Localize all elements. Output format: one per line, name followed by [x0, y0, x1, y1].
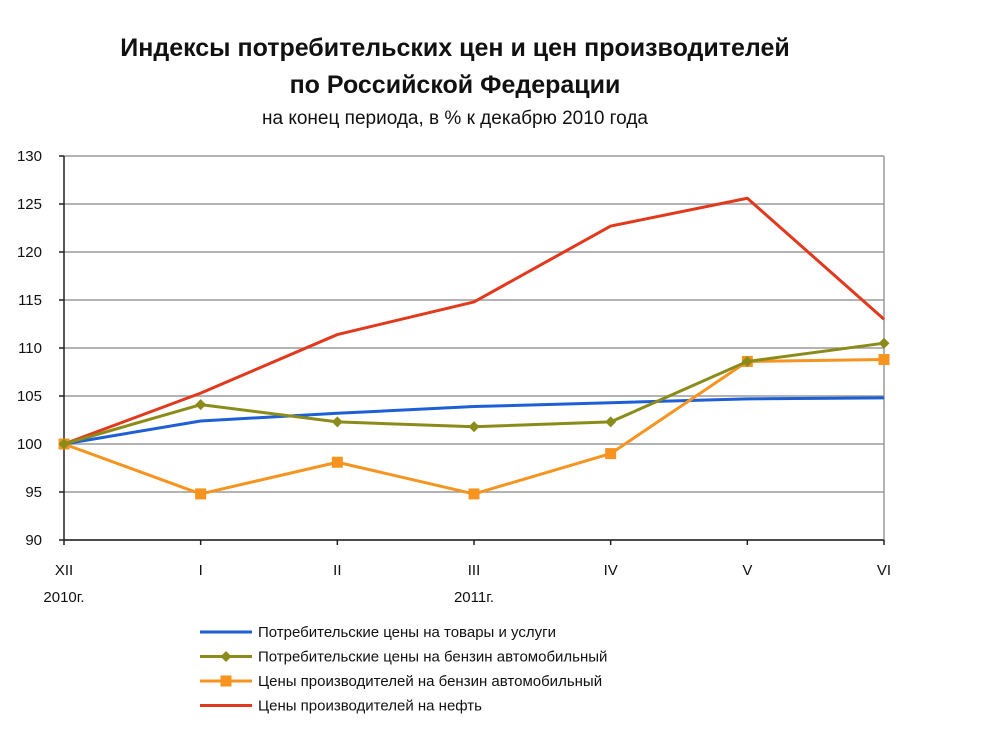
x-tick-sublabel: 2010г.	[43, 589, 84, 606]
diamond-marker	[331, 416, 343, 428]
series-0	[63, 396, 885, 446]
series-lines	[58, 196, 890, 500]
legend-item-1: Потребительские цены на бензин автомобил…	[200, 649, 607, 666]
square-marker	[195, 488, 207, 500]
chart-title-line2: по Российской Федерации	[289, 71, 621, 99]
y-tick-label: 115	[18, 292, 42, 309]
diamond-marker	[878, 337, 890, 349]
x-tick-sublabel: 2011г.	[454, 589, 494, 606]
y-tick-label: 110	[18, 340, 42, 357]
legend-label: Потребительские цены на товары и услуги	[258, 624, 556, 641]
series-line	[63, 396, 885, 446]
series-1	[58, 337, 890, 450]
y-tick-label: 125	[17, 196, 42, 213]
grid	[64, 155, 885, 541]
y-tick-label: 100	[17, 436, 42, 453]
chart-title: Индексы потребительских цен и цен произв…	[120, 34, 790, 62]
x-tick-label: IV	[604, 562, 618, 579]
series-line	[63, 196, 885, 446]
x-tick-label: V	[742, 562, 752, 579]
square-marker	[331, 456, 343, 468]
square-marker	[468, 488, 480, 500]
diamond-marker	[220, 651, 232, 662]
diamond-marker	[468, 421, 480, 433]
y-tick-label: 120	[17, 244, 42, 261]
diamond-marker	[741, 355, 753, 367]
series-3	[63, 196, 885, 446]
square-marker	[605, 448, 617, 460]
x-tick-label: II	[333, 562, 341, 579]
diamond-marker	[58, 438, 70, 450]
chart-subtitle: на конец периода, в % к декабрю 2010 год…	[262, 108, 648, 129]
legend: Потребительские цены на товары и услуги П…	[200, 624, 607, 715]
legend-item-2: Цены производителей на бензин автомобиль…	[200, 673, 602, 690]
x-tick-label: VI	[877, 562, 891, 579]
legend-item-0: Потребительские цены на товары и услуги	[200, 624, 556, 641]
square-marker	[220, 675, 232, 687]
x-tick-label: XII	[55, 562, 73, 579]
y-tick-label: 105	[17, 388, 42, 405]
square-marker	[878, 354, 890, 366]
legend-label: Потребительские цены на бензин автомобил…	[258, 649, 607, 666]
x-tick-label: I	[199, 562, 203, 579]
legend-label: Цены производителей на бензин автомобиль…	[258, 673, 602, 690]
legend-label: Цены производителей на нефть	[258, 698, 482, 715]
x-tick-label: III	[468, 562, 481, 579]
y-tick-label: 130	[17, 148, 42, 165]
diamond-marker	[605, 416, 617, 428]
y-tick-label: 90	[25, 532, 42, 549]
diamond-marker	[195, 399, 207, 411]
y-tick-label: 95	[25, 484, 42, 501]
legend-item-3: Цены производителей на нефть	[200, 698, 482, 715]
